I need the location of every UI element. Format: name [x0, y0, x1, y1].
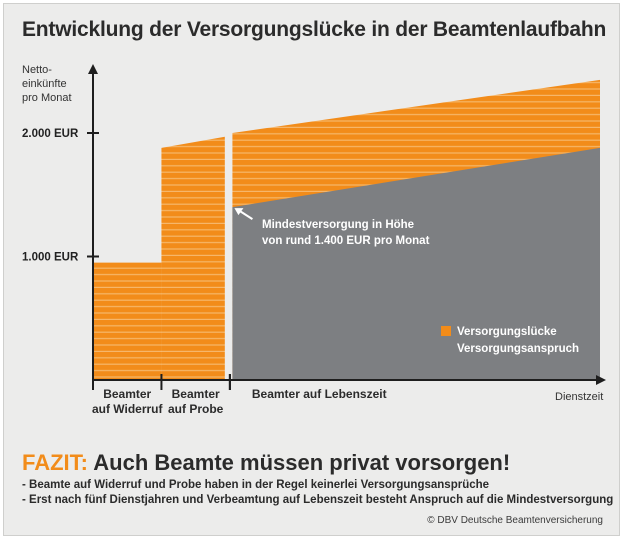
x-axis-label: Dienstzeit	[555, 391, 603, 403]
y-axis-label: Netto-	[22, 64, 52, 76]
bullet-item: - Beamte auf Widerruf und Probe haben in…	[22, 479, 490, 491]
phase-label: Beamter	[172, 387, 220, 401]
area-layer	[93, 79, 601, 381]
bullet-list: - Beamte auf Widerruf und Probe haben in…	[22, 478, 613, 508]
copyright-note: © DBV Deutsche Beamtenversicherung	[427, 515, 603, 526]
axes-layer	[87, 64, 606, 390]
phase-label: auf Widerruf	[92, 402, 164, 416]
bullet-item: - Erst nach fünf Dienstjahren und Verbea…	[22, 494, 614, 506]
area-segment-versorgungsluecke	[93, 262, 162, 380]
legend: Versorgungslücke Versorgungsanspruch	[441, 326, 579, 355]
annotation-text: Mindestversorgung in Höhe	[262, 219, 414, 231]
phase-label: Beamter	[103, 387, 151, 401]
phase-label: auf Probe	[168, 402, 224, 416]
legend-label: Versorgungsanspruch	[457, 343, 579, 355]
y-axis-label: einkünfte	[22, 78, 67, 90]
y-axis-arrow	[88, 64, 98, 74]
legend-swatch	[441, 343, 451, 353]
x-axis-arrow	[596, 375, 606, 385]
phase-label: Beamter auf Lebenszeit	[252, 387, 387, 401]
annotation-arrow-head	[234, 208, 244, 216]
fazit-lead: FAZIT:	[22, 450, 88, 475]
annotation-text: von rund 1.400 EUR pro Monat	[262, 235, 430, 247]
chart-title: Entwicklung der Versorgungslücke in der …	[22, 18, 607, 41]
y-tick-label: 1.000 EUR	[22, 252, 79, 264]
labels-layer: 1.000 EUR 2.000 EUR Netto-einkünfte pro Mon…	[22, 64, 603, 416]
area-segment-versorgungsanspruch	[232, 147, 601, 380]
fazit-heading: FAZIT: Auch Beamte müssen privat vorsorg…	[22, 450, 510, 476]
legend-label: Versorgungslücke	[457, 326, 557, 338]
fazit-text: Auch Beamte müssen privat vorsorgen!	[88, 450, 511, 475]
y-axis-label: pro Monat	[22, 92, 72, 104]
legend-swatch	[441, 326, 451, 336]
y-tick-label: 2.000 EUR	[22, 128, 79, 140]
area-segment-versorgungsluecke	[161, 136, 225, 380]
